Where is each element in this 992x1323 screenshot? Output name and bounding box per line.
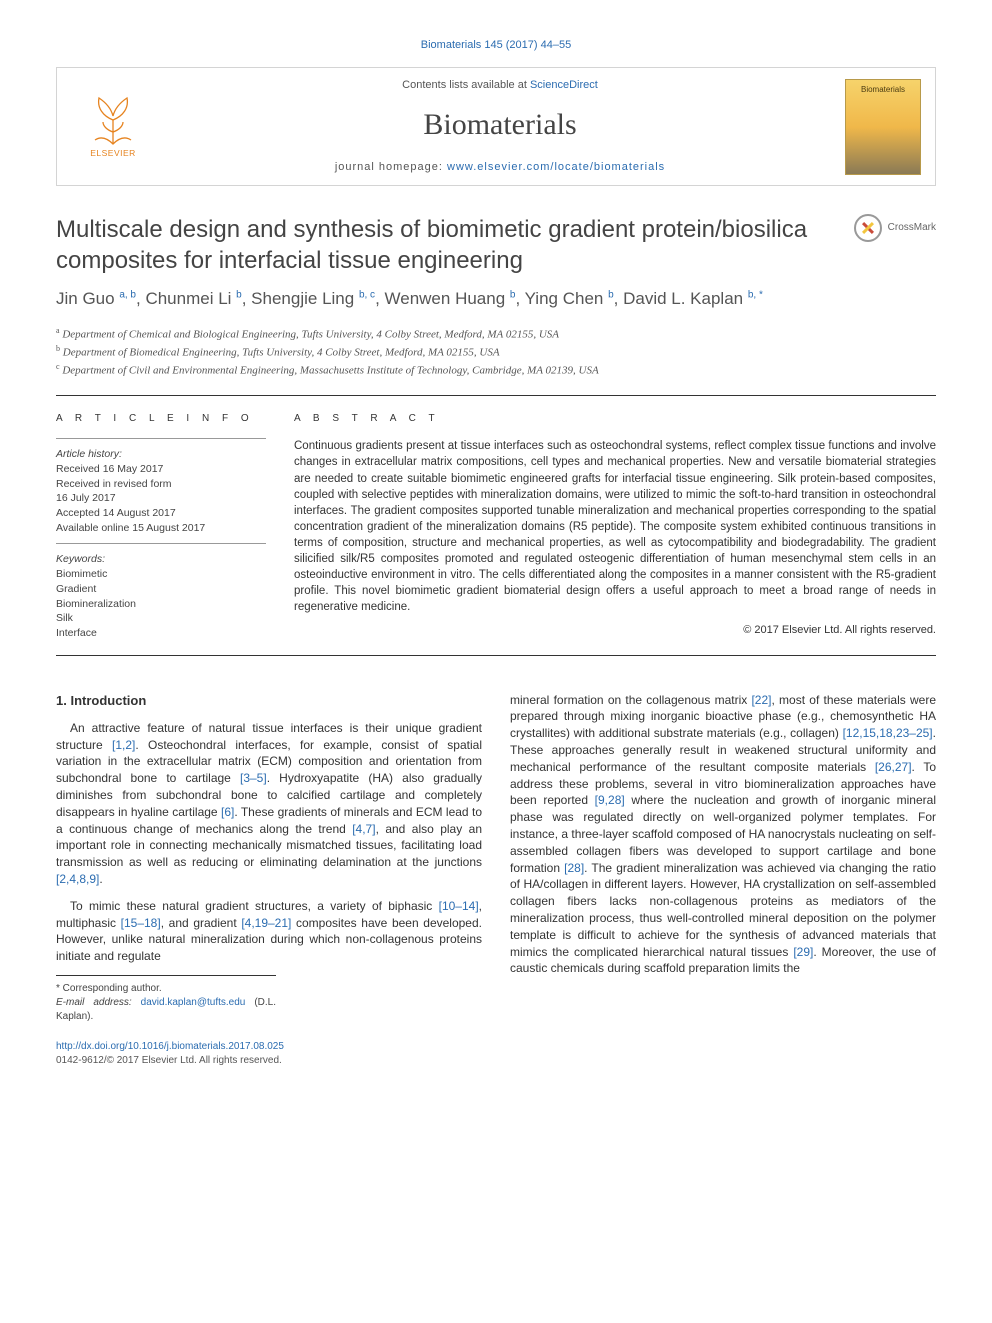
home-link[interactable]: www.elsevier.com/locate/biomaterials [447, 161, 665, 173]
history-0: Received 16 May 2017 [56, 462, 266, 477]
affiliation-a: a Department of Chemical and Biological … [56, 325, 936, 343]
journal-masthead: ELSEVIER Contents lists available at Sci… [56, 67, 936, 186]
crossmark-icon [854, 214, 882, 242]
paper-title: Multiscale design and synthesis of biomi… [56, 214, 838, 276]
abstract: A B S T R A C T Continuous gradients pre… [294, 412, 936, 640]
home-label: journal homepage: [335, 161, 447, 173]
corresponding-footnote: * Corresponding author. E-mail address: … [56, 975, 276, 1024]
journal-cover-thumb: Biomaterials [845, 79, 921, 175]
journal-name: Biomaterials [169, 104, 831, 146]
citation-ref[interactable]: [15–18] [121, 916, 161, 930]
affiliation-b: b Department of Biomedical Engineering, … [56, 343, 936, 361]
keywords-label: Keywords: [56, 552, 266, 567]
doi-link[interactable]: http://dx.doi.org/10.1016/j.biomaterials… [56, 1041, 284, 1052]
citation-ref[interactable]: [4,7] [352, 822, 375, 836]
journal-homepage: journal homepage: www.elsevier.com/locat… [169, 160, 831, 175]
abstract-copyright: © 2017 Elsevier Ltd. All rights reserved… [294, 623, 936, 638]
history-1: Received in revised form [56, 477, 266, 492]
citation-ref[interactable]: [2,4,8,9] [56, 872, 99, 886]
citation-ref[interactable]: [4,19–21] [241, 916, 291, 930]
sciencedirect-link[interactable]: ScienceDirect [530, 79, 598, 91]
affiliation-c: c Department of Civil and Environmental … [56, 361, 936, 379]
history-2: 16 July 2017 [56, 491, 266, 506]
citation-ref[interactable]: [3–5] [240, 771, 267, 785]
rule-bottom [56, 655, 936, 656]
citation-ref[interactable]: [9,28] [595, 793, 625, 807]
intro-p3: mineral formation on the collagenous mat… [510, 692, 936, 978]
abstract-text: Continuous gradients present at tissue i… [294, 438, 936, 615]
citation-ref[interactable]: [29] [793, 945, 813, 959]
intro-heading: 1. Introduction [56, 692, 482, 710]
crossmark-label: CrossMark [888, 221, 936, 235]
affiliations: a Department of Chemical and Biological … [56, 325, 936, 379]
history-label: Article history: [56, 447, 266, 462]
citation-ref[interactable]: [22] [751, 693, 771, 707]
history-3: Accepted 14 August 2017 [56, 506, 266, 521]
keyword-3: Silk [56, 611, 266, 626]
keyword-2: Biomineralization [56, 597, 266, 612]
citation-ref[interactable]: [1,2] [112, 738, 135, 752]
citation-header: Biomaterials 145 (2017) 44–55 [56, 38, 936, 53]
publisher-logo: ELSEVIER [71, 88, 155, 166]
citation-ref[interactable]: [26,27] [875, 760, 912, 774]
publisher-name: ELSEVIER [90, 148, 136, 160]
email-link[interactable]: david.kaplan@tufts.edu [141, 997, 246, 1008]
history-4: Available online 15 August 2017 [56, 521, 266, 536]
authors-line: Jin Guo a, b, Chunmei Li b, Shengjie Lin… [56, 287, 936, 312]
footer: http://dx.doi.org/10.1016/j.biomaterials… [56, 1040, 936, 1068]
email-label: E-mail address: [56, 997, 141, 1008]
article-info: A R T I C L E I N F O Article history: R… [56, 412, 266, 640]
contents-label: Contents lists available at [402, 79, 530, 91]
intro-p1: An attractive feature of natural tissue … [56, 720, 482, 888]
body-text: 1. Introduction An attractive feature of… [56, 692, 936, 1024]
intro-p2: To mimic these natural gradient structur… [56, 898, 482, 965]
issn-line: 0142-9612/© 2017 Elsevier Ltd. All right… [56, 1055, 282, 1066]
citation-ref[interactable]: [10–14] [439, 899, 479, 913]
keyword-1: Gradient [56, 582, 266, 597]
citation-ref[interactable]: [12,15,18,23–25] [843, 726, 933, 740]
crossmark-badge[interactable]: CrossMark [854, 214, 936, 242]
citation-ref[interactable]: [28] [564, 861, 584, 875]
rule-top [56, 395, 936, 396]
article-info-heading: A R T I C L E I N F O [56, 412, 266, 426]
keyword-0: Biomimetic [56, 567, 266, 582]
citation-ref[interactable]: [6] [221, 805, 234, 819]
abstract-heading: A B S T R A C T [294, 412, 936, 426]
corr-label: * Corresponding author. [56, 982, 276, 996]
keyword-4: Interface [56, 626, 266, 641]
contents-line: Contents lists available at ScienceDirec… [169, 78, 831, 93]
